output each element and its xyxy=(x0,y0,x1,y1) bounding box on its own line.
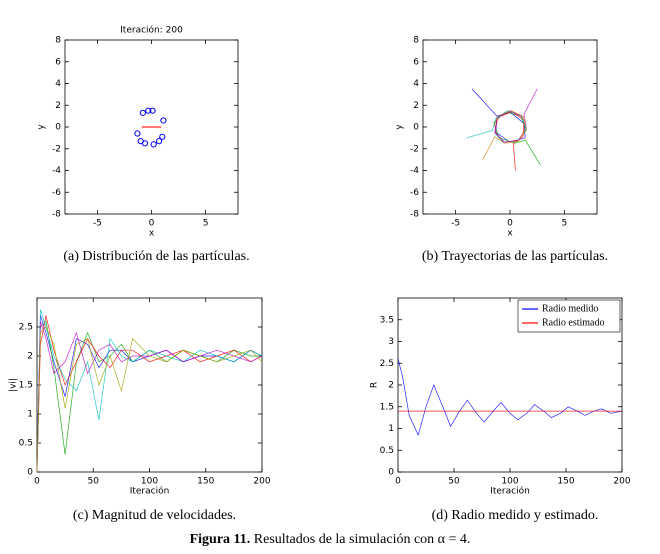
y-tick-label: 2.5 xyxy=(380,359,394,369)
series-line xyxy=(36,326,263,473)
legend-box xyxy=(517,299,621,333)
x-tick-label: 0 xyxy=(507,219,513,229)
y-tick-label: 2 xyxy=(27,352,33,362)
y-tick-label: 0 xyxy=(388,468,394,478)
chart: -5 0 5 -8 -6 -4 -2 0 2 4 6 8 x y (b) Trayectorias de l… xyxy=(395,36,609,265)
subplot-caption: (b) Trayectorias de las partículas. xyxy=(422,249,608,264)
y-tick-label: 6 xyxy=(413,57,419,67)
particle xyxy=(160,117,167,124)
y-tick-label: 0 xyxy=(27,468,33,478)
series-line xyxy=(36,309,263,473)
figure-caption: Figura 11. Resultados de la simulación c… xyxy=(190,532,471,547)
y-tick-label: -6 xyxy=(410,188,419,198)
particle xyxy=(150,141,157,148)
plot-frame xyxy=(422,39,598,215)
chart: 0 50 100 150 200 0 0.5 1 1.5 2 2.5 3 3.5 Iteración R (d… xyxy=(370,297,631,523)
y-tick-label: 2 xyxy=(55,101,61,111)
series-line xyxy=(482,110,527,160)
x-tick-label: 0 xyxy=(34,477,40,487)
y-tick-label: 0.5 xyxy=(19,439,33,449)
series-line xyxy=(36,321,263,473)
y-tick-label: 3 xyxy=(388,337,394,347)
series-line xyxy=(493,111,541,166)
y-axis-label: y xyxy=(395,124,405,130)
x-tick-label: 0 xyxy=(395,477,401,487)
x-tick-label: -5 xyxy=(451,219,460,229)
x-tick-label: 150 xyxy=(197,477,214,487)
subplot-caption: (d) Radio medido y estimado. xyxy=(432,508,599,523)
chart: -5 0 5 -8 -6 -4 -2 0 2 4 6 8 Iteración: 200 x y (a) Dis… xyxy=(37,25,250,265)
particle xyxy=(155,138,163,145)
y-tick-label: -4 xyxy=(410,166,419,176)
y-tick-label: 6 xyxy=(55,57,61,67)
x-tick-label: 200 xyxy=(613,477,630,487)
x-tick-label: 50 xyxy=(88,477,100,487)
y-axis-label: R xyxy=(370,382,380,388)
particle xyxy=(159,133,166,140)
y-tick-label: -4 xyxy=(52,166,61,176)
particle xyxy=(134,130,141,137)
y-tick-label: -2 xyxy=(52,144,61,154)
chart: 0 50 100 150 200 0 0.5 1 1.5 2 2.5 Iteración |vi| (c)… xyxy=(9,297,271,523)
y-tick-label: -6 xyxy=(52,188,61,198)
x-axis-label: Iteración xyxy=(130,486,170,497)
y-tick-label: 4 xyxy=(55,79,61,89)
x-tick-label: 50 xyxy=(448,477,460,487)
y-tick-label: 3.5 xyxy=(380,315,394,325)
plot-frame xyxy=(36,297,263,473)
y-tick-label: 2 xyxy=(388,381,394,391)
x-axis-label: x xyxy=(507,229,513,239)
subplot-caption: (a) Distribución de las partículas. xyxy=(63,249,249,264)
x-tick-label: 100 xyxy=(141,477,158,487)
y-axis-label: y xyxy=(37,124,47,130)
x-tick-label: 150 xyxy=(557,477,574,487)
particle xyxy=(141,140,149,147)
y-axis-label: |vi| xyxy=(9,378,19,392)
y-tick-label: 0 xyxy=(413,123,419,133)
y-tick-label: 2 xyxy=(413,101,419,111)
x-tick-label: 0 xyxy=(149,219,155,229)
y-tick-label: 8 xyxy=(55,36,61,46)
subplot-caption: (c) Magnitud de velocidades. xyxy=(73,508,236,523)
figure-label: Figura 11. xyxy=(190,532,251,547)
x-tick-label: 5 xyxy=(562,219,568,229)
y-tick-label: 1.5 xyxy=(380,402,394,412)
y-tick-label: 1.5 xyxy=(19,381,33,391)
y-tick-label: 2.5 xyxy=(19,323,33,333)
legend-label: Radio medido xyxy=(542,303,598,314)
y-tick-label: 8 xyxy=(413,36,419,46)
y-tick-label: -8 xyxy=(52,210,61,220)
y-tick-label: 0.5 xyxy=(380,446,394,456)
figure-text: Resultados de la simulación con α = 4. xyxy=(254,532,471,547)
particle xyxy=(139,109,146,116)
x-tick-label: -5 xyxy=(93,219,102,229)
particle xyxy=(145,107,152,114)
x-tick-label: 100 xyxy=(501,477,518,487)
x-tick-label: 200 xyxy=(253,477,270,487)
x-axis-label: x xyxy=(149,229,155,239)
y-tick-label: 1 xyxy=(27,410,33,420)
y-tick-label: 4 xyxy=(413,79,419,89)
y-tick-label: 1 xyxy=(388,424,394,434)
x-axis-label: Iteración xyxy=(490,486,530,497)
x-tick-label: 5 xyxy=(203,219,209,229)
particle xyxy=(149,107,156,114)
series-line xyxy=(397,358,623,437)
chart-title: Iteración: 200 xyxy=(120,25,183,36)
y-tick-label: -2 xyxy=(410,144,419,154)
legend-label: Radio estimado xyxy=(542,317,605,328)
y-tick-label: 0 xyxy=(55,123,61,133)
y-tick-label: -8 xyxy=(410,210,419,220)
